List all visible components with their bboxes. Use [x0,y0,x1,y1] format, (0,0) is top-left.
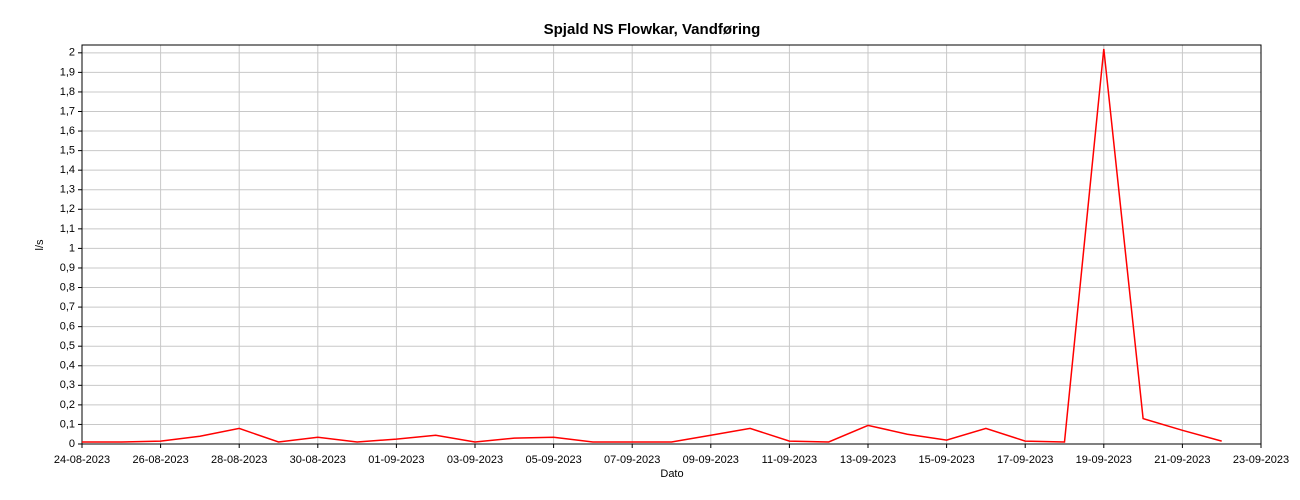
y-tick-label: 1,2 [60,203,75,215]
y-tick-label: 0,9 [60,262,75,274]
chart-title: Spjald NS Flowkar, Vandføring [544,21,761,38]
y-tick-label: 1,8 [60,86,75,98]
x-tick-label: 01-09-2023 [368,454,424,466]
x-tick-label: 23-09-2023 [1233,454,1289,466]
x-tick-label: 28-08-2023 [211,454,267,466]
y-tick-label: 0,7 [60,301,75,313]
x-tick-label: 30-08-2023 [290,454,346,466]
y-tick-label: 0 [69,438,75,450]
y-tick-label: 1,6 [60,125,75,137]
x-tick-label: 11-09-2023 [762,454,817,466]
x-axis-label: Dato [660,468,683,480]
y-tick-label: 1,9 [60,66,75,78]
x-tick-label: 17-09-2023 [997,454,1053,466]
x-tick-label: 03-09-2023 [447,454,503,466]
y-tick-label: 0,5 [60,340,75,352]
x-tick-label: 15-09-2023 [918,454,974,466]
x-tick-label: 24-08-2023 [54,454,110,466]
y-tick-label: 2 [69,47,75,59]
y-tick-label: 0,3 [60,379,75,391]
y-tick-label: 1,4 [60,164,75,176]
x-tick-label: 13-09-2023 [840,454,896,466]
y-tick-label: 1,3 [60,184,75,196]
x-tick-label: 05-09-2023 [525,454,581,466]
y-tick-label: 1,7 [60,105,75,117]
y-tick-label: 0,1 [60,418,75,430]
y-tick-label: 0,4 [60,360,75,372]
x-tick-label: 19-09-2023 [1076,454,1132,466]
x-tick-label: 07-09-2023 [604,454,660,466]
data-line [82,48,1222,443]
y-tick-label: 0,2 [60,399,75,411]
x-tick-label: 21-09-2023 [1154,454,1210,466]
y-tick-label: 1,5 [60,145,75,157]
y-tick-label: 0,6 [60,321,75,333]
x-tick-label: 26-08-2023 [132,454,188,466]
y-axis-label: l/s [34,239,46,251]
y-tick-label: 1 [69,242,75,254]
x-tick-label: 09-09-2023 [683,454,739,466]
plot-frame [81,44,1262,445]
y-tick-label: 0,8 [60,281,75,293]
y-tick-label: 1,1 [60,223,75,235]
